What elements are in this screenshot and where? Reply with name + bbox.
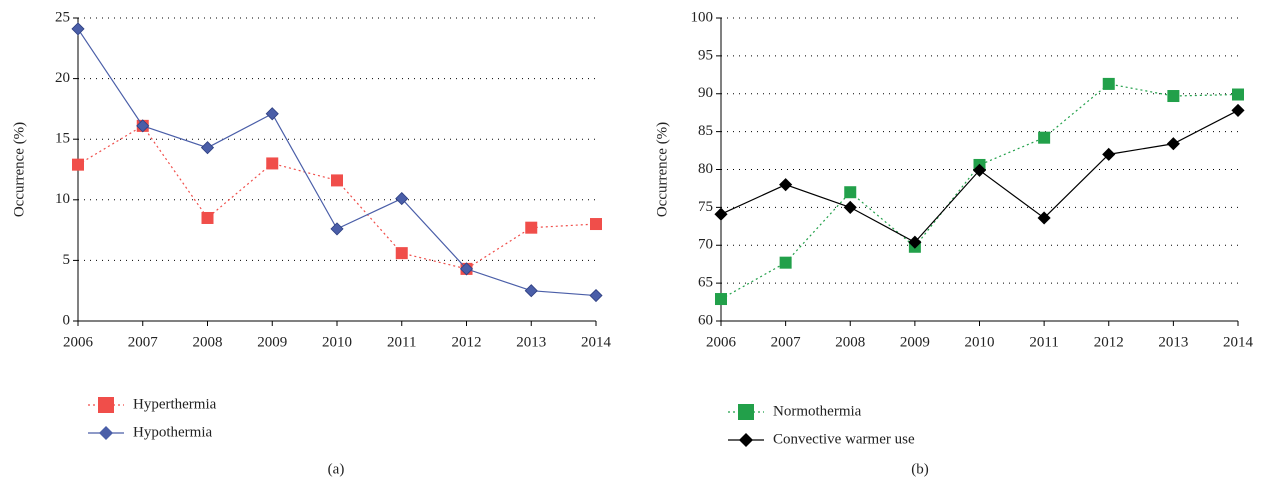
point-marker [395, 247, 408, 260]
x-tick-label: 2013 [1158, 334, 1188, 350]
point-marker [1037, 211, 1051, 225]
point-marker [459, 262, 474, 276]
point-marker [1102, 147, 1116, 161]
point-marker [524, 284, 538, 298]
x-tick-label: 2009 [257, 334, 287, 350]
y-tick-label: 95 [698, 47, 713, 63]
point-marker [714, 207, 728, 221]
point-marker [1166, 137, 1180, 151]
point-marker [395, 192, 409, 206]
x-tick-label: 2009 [900, 334, 930, 350]
y-tick-label: 65 [698, 275, 713, 291]
series-line [77, 28, 597, 297]
x-tick-label: 2011 [387, 334, 416, 350]
x-tick-label: 2006 [706, 334, 737, 350]
point-marker [200, 141, 215, 155]
y-tick-label: 25 [55, 9, 70, 25]
point-marker [1232, 88, 1244, 101]
point-marker [779, 178, 793, 192]
point-marker [266, 157, 279, 170]
y-tick-label: 75 [698, 199, 713, 215]
x-tick-label: 2006 [63, 334, 94, 350]
point-marker [201, 211, 214, 224]
point-marker [715, 293, 727, 306]
legend-marker [99, 426, 113, 440]
y-tick-label: 100 [691, 9, 714, 25]
point-marker [72, 158, 84, 171]
x-tick-label: 2013 [516, 334, 546, 350]
x-tick-label: 2014 [1223, 334, 1254, 350]
x-tick-label: 2011 [1029, 334, 1058, 350]
series-line [77, 125, 597, 270]
legend-marker [739, 433, 753, 447]
point-marker [71, 22, 85, 36]
point-marker [1231, 103, 1245, 117]
x-tick-label: 2008 [193, 334, 223, 350]
x-tick-label: 2012 [452, 334, 482, 350]
point-marker [330, 222, 344, 236]
point-marker [908, 235, 922, 249]
y-tick-label: 15 [55, 131, 70, 147]
point-marker [265, 107, 279, 121]
point-marker [843, 200, 857, 214]
y-tick-label: 85 [698, 123, 713, 139]
point-marker [844, 186, 857, 199]
y-tick-label: 60 [698, 312, 713, 328]
caption: (a) [328, 461, 345, 477]
x-tick-label: 2010 [322, 334, 352, 350]
y-tick-label: 5 [63, 252, 71, 268]
point-marker [779, 256, 792, 269]
point-marker [972, 163, 987, 177]
legend-marker [738, 404, 754, 420]
point-marker [136, 119, 150, 133]
point-marker [525, 221, 538, 234]
caption: (b) [911, 461, 929, 477]
x-tick-label: 2007 [771, 334, 802, 350]
y-axis-label: Occurrence (%) [654, 122, 670, 217]
point-marker [590, 218, 602, 231]
x-tick-label: 2007 [128, 334, 159, 350]
y-tick-label: 20 [55, 70, 70, 86]
point-marker [331, 174, 343, 187]
legend-marker [98, 397, 114, 413]
y-tick-label: 0 [63, 312, 71, 328]
legend-label: Convective warmer use [773, 431, 915, 447]
legend-label: Normothermia [773, 403, 862, 419]
y-axis-label: Occurrence (%) [11, 122, 27, 217]
series-line [720, 83, 1239, 300]
point-marker [1102, 77, 1115, 90]
x-tick-label: 2014 [581, 334, 612, 350]
legend-label: Hypothermia [133, 424, 212, 440]
point-marker [1038, 131, 1051, 144]
y-tick-label: 10 [55, 191, 70, 207]
y-tick-label: 70 [698, 237, 713, 253]
y-tick-label: 80 [698, 161, 713, 177]
legend-label: Hyperthermia [133, 396, 217, 412]
point-marker [1167, 90, 1180, 103]
x-tick-label: 2012 [1094, 334, 1124, 350]
point-marker [589, 288, 603, 303]
x-tick-label: 2010 [965, 334, 995, 350]
y-tick-label: 90 [698, 85, 713, 101]
x-tick-label: 2008 [835, 334, 865, 350]
